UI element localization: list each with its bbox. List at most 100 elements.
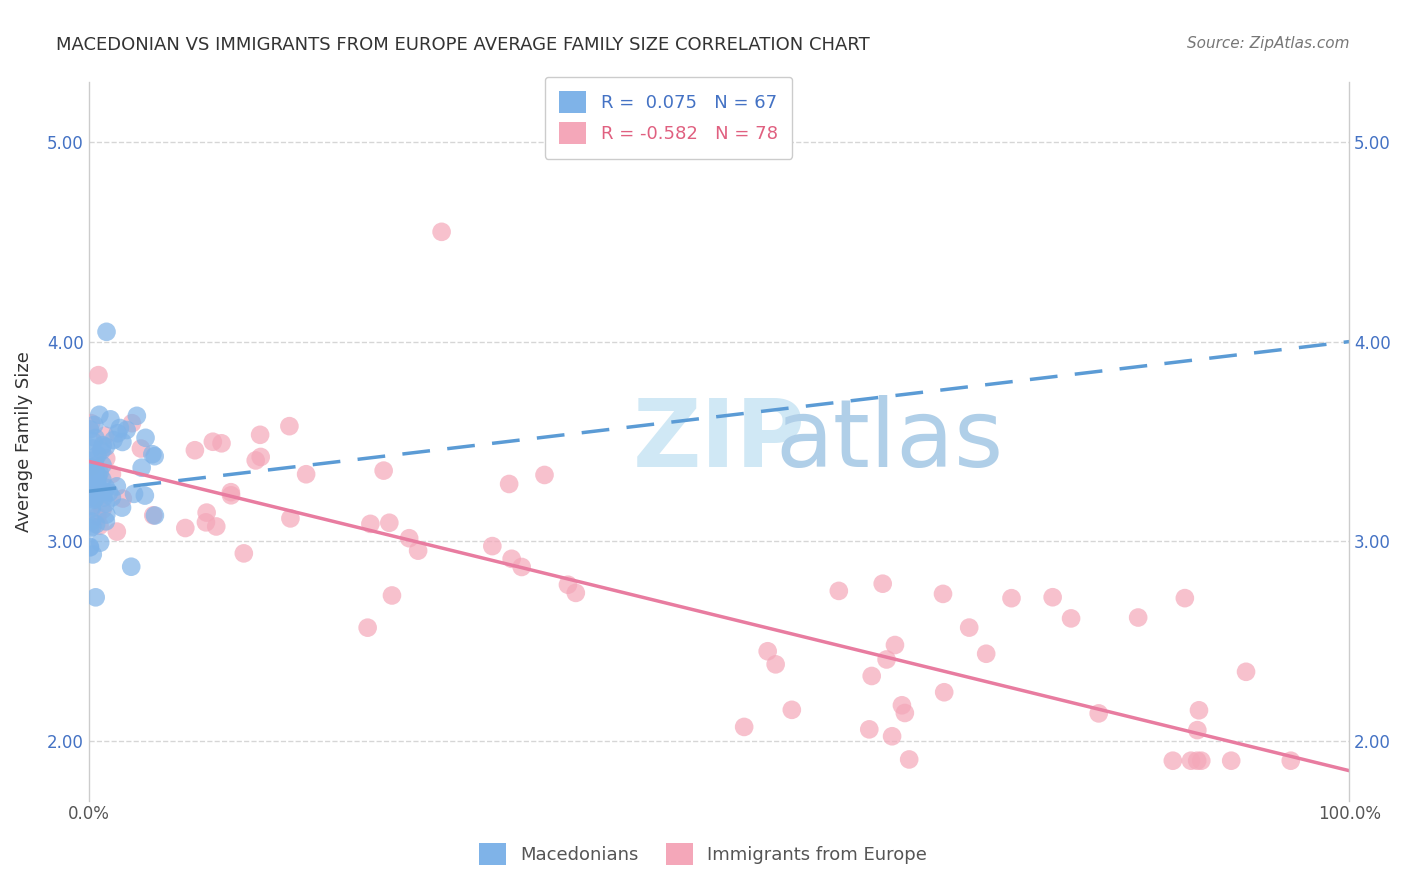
Immigrants from Europe <box>129 442 152 456</box>
Immigrants from Europe <box>756 644 779 658</box>
Macedonians <box>82 548 104 562</box>
Immigrants from Europe <box>249 450 271 464</box>
Macedonians <box>80 501 103 516</box>
Macedonians <box>115 423 138 437</box>
Macedonians <box>86 448 108 462</box>
Macedonians <box>96 325 118 339</box>
Immigrants from Europe <box>121 416 143 430</box>
Macedonians <box>103 433 125 447</box>
Immigrants from Europe <box>373 464 395 478</box>
Immigrants from Europe <box>957 621 980 635</box>
Macedonians <box>134 489 156 503</box>
Macedonians <box>79 475 101 489</box>
Immigrants from Europe <box>890 698 912 713</box>
Immigrants from Europe <box>1060 611 1083 625</box>
Immigrants from Europe <box>111 491 134 506</box>
Immigrants from Europe <box>205 519 228 533</box>
Immigrants from Europe <box>280 511 302 525</box>
Immigrants from Europe <box>1220 754 1243 768</box>
Macedonians <box>94 514 117 528</box>
Immigrants from Europe <box>80 416 103 430</box>
Macedonians <box>83 417 105 432</box>
Immigrants from Europe <box>87 368 110 383</box>
Legend: Macedonians, Immigrants from Europe: Macedonians, Immigrants from Europe <box>470 834 936 874</box>
Macedonians <box>82 442 104 456</box>
Macedonians <box>80 500 103 514</box>
Immigrants from Europe <box>765 657 787 672</box>
Immigrants from Europe <box>232 546 254 560</box>
Macedonians <box>79 422 101 436</box>
Immigrants from Europe <box>1185 754 1208 768</box>
Macedonians <box>83 453 105 467</box>
Immigrants from Europe <box>94 428 117 442</box>
Macedonians <box>90 443 112 458</box>
Immigrants from Europe <box>565 586 588 600</box>
Immigrants from Europe <box>184 443 207 458</box>
Macedonians <box>98 485 121 500</box>
Immigrants from Europe <box>101 467 124 481</box>
Macedonians <box>143 508 166 523</box>
Immigrants from Europe <box>219 488 242 502</box>
Immigrants from Europe <box>219 485 242 500</box>
Immigrants from Europe <box>1234 665 1257 679</box>
Macedonians <box>83 492 105 507</box>
Macedonians <box>131 460 153 475</box>
Macedonians <box>89 466 111 480</box>
Text: atlas: atlas <box>775 395 1004 487</box>
Macedonians <box>79 541 101 555</box>
Immigrants from Europe <box>1187 723 1209 738</box>
Immigrants from Europe <box>194 516 217 530</box>
Legend: R =  0.075   N = 67, R = -0.582   N = 78: R = 0.075 N = 67, R = -0.582 N = 78 <box>544 77 792 159</box>
Immigrants from Europe <box>932 587 955 601</box>
Macedonians <box>94 481 117 495</box>
Immigrants from Europe <box>359 516 381 531</box>
Immigrants from Europe <box>105 524 128 539</box>
Immigrants from Europe <box>780 703 803 717</box>
Macedonians <box>111 500 134 515</box>
Immigrants from Europe <box>201 434 224 449</box>
Macedonians <box>79 485 101 500</box>
Immigrants from Europe <box>884 638 907 652</box>
Immigrants from Europe <box>86 509 108 524</box>
Macedonians <box>91 438 114 452</box>
Immigrants from Europe <box>1188 703 1211 717</box>
Macedonians <box>107 426 129 441</box>
Macedonians <box>93 491 115 505</box>
Macedonians <box>84 462 107 476</box>
Macedonians <box>89 408 111 422</box>
Macedonians <box>87 469 110 483</box>
Macedonians <box>91 458 114 472</box>
Immigrants from Europe <box>295 467 318 482</box>
Immigrants from Europe <box>934 685 956 699</box>
Macedonians <box>82 434 104 449</box>
Macedonians <box>89 535 111 549</box>
Macedonians <box>96 508 118 522</box>
Macedonians <box>84 591 107 605</box>
Immigrants from Europe <box>872 576 894 591</box>
Immigrants from Europe <box>858 723 880 737</box>
Immigrants from Europe <box>398 531 420 545</box>
Immigrants from Europe <box>898 752 921 766</box>
Immigrants from Europe <box>211 436 233 450</box>
Immigrants from Europe <box>245 453 267 467</box>
Immigrants from Europe <box>557 578 579 592</box>
Immigrants from Europe <box>381 589 404 603</box>
Y-axis label: Average Family Size: Average Family Size <box>15 351 32 532</box>
Immigrants from Europe <box>89 518 111 533</box>
Macedonians <box>105 479 128 493</box>
Immigrants from Europe <box>91 502 114 516</box>
Immigrants from Europe <box>1279 754 1302 768</box>
Macedonians <box>82 486 104 500</box>
Macedonians <box>111 434 134 449</box>
Macedonians <box>84 458 107 473</box>
Immigrants from Europe <box>481 539 503 553</box>
Immigrants from Europe <box>356 621 378 635</box>
Immigrants from Europe <box>880 729 903 743</box>
Immigrants from Europe <box>876 652 898 666</box>
Macedonians <box>84 517 107 532</box>
Macedonians <box>82 519 104 533</box>
Immigrants from Europe <box>533 467 555 482</box>
Immigrants from Europe <box>430 225 453 239</box>
Immigrants from Europe <box>80 459 103 474</box>
Immigrants from Europe <box>498 477 520 491</box>
